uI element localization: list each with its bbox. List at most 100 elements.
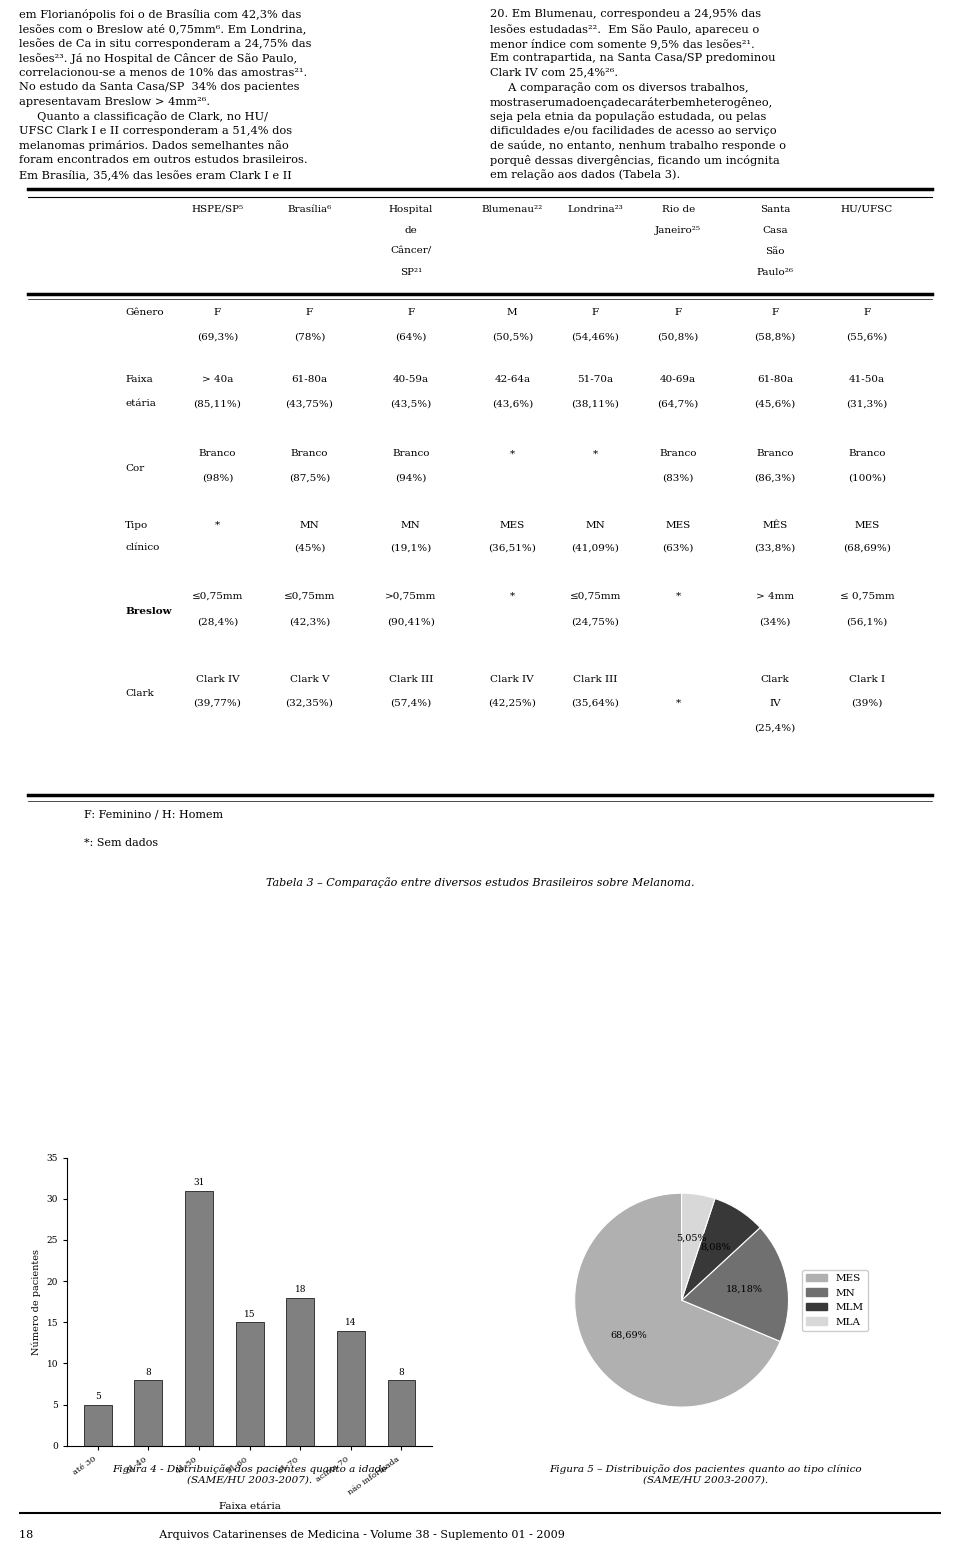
Text: >0,75mm: >0,75mm (385, 592, 437, 601)
Text: porquê dessas divergências, ficando um incógnita: porquê dessas divergências, ficando um i… (490, 154, 780, 165)
Text: Em contrapartida, na Santa Casa/SP predominou: Em contrapartida, na Santa Casa/SP predo… (490, 53, 775, 62)
Text: menor índice com somente 9,5% das lesões²¹.: menor índice com somente 9,5% das lesões… (490, 39, 755, 50)
Text: 40-69a: 40-69a (660, 375, 696, 383)
Text: (55,6%): (55,6%) (847, 333, 888, 341)
Text: 40-59a: 40-59a (393, 375, 429, 383)
Text: (68,69%): (68,69%) (843, 544, 891, 553)
Text: apresentavam Breslow > 4mm²⁶.: apresentavam Breslow > 4mm²⁶. (19, 97, 210, 106)
Text: Tabela 3 – Comparação entre diversos estudos Brasileiros sobre Melanoma.: Tabela 3 – Comparação entre diversos est… (266, 877, 694, 888)
Text: melanomas primários. Dados semelhantes não: melanomas primários. Dados semelhantes n… (19, 140, 289, 151)
Text: etária: etária (125, 399, 156, 408)
Text: Câncer/: Câncer/ (391, 246, 431, 256)
Text: (50,5%): (50,5%) (492, 333, 533, 341)
Wedge shape (682, 1198, 760, 1299)
Text: F: F (771, 308, 779, 318)
Text: (54,46%): (54,46%) (571, 333, 619, 341)
Text: Clark IV com 25,4%²⁶.: Clark IV com 25,4%²⁶. (490, 67, 617, 78)
Text: Branco: Branco (291, 449, 328, 458)
Text: MES: MES (499, 520, 525, 530)
Text: lesões estudadas²².  Em São Paulo, apareceu o: lesões estudadas²². Em São Paulo, aparec… (490, 23, 758, 34)
Text: (58,8%): (58,8%) (755, 333, 796, 341)
Text: Gênero: Gênero (125, 308, 164, 318)
Text: MES: MES (665, 520, 691, 530)
Text: 51-70a: 51-70a (577, 375, 613, 383)
Text: (33,8%): (33,8%) (755, 544, 796, 553)
Text: (69,3%): (69,3%) (197, 333, 238, 341)
Text: (43,75%): (43,75%) (285, 399, 333, 408)
Text: *: * (510, 449, 515, 458)
Text: (43,6%): (43,6%) (492, 399, 533, 408)
Text: lesões com o Breslow até 0,75mm⁶. Em Londrina,: lesões com o Breslow até 0,75mm⁶. Em Lon… (19, 23, 306, 34)
Text: 15: 15 (244, 1310, 255, 1320)
Text: (25,4%): (25,4%) (755, 723, 796, 732)
Text: UFSC Clark I e II corresponderam a 51,4% dos: UFSC Clark I e II corresponderam a 51,4%… (19, 126, 293, 136)
Text: 5,05%: 5,05% (676, 1234, 707, 1242)
Text: Clark IV: Clark IV (196, 675, 239, 684)
Text: Clark V: Clark V (290, 675, 329, 684)
Text: > 40a: > 40a (202, 375, 233, 383)
Text: Clark: Clark (125, 689, 154, 698)
Text: (41,09%): (41,09%) (571, 544, 619, 553)
Bar (337, 1331, 365, 1446)
Wedge shape (682, 1193, 715, 1299)
Text: Santa: Santa (759, 204, 790, 213)
Bar (388, 1380, 416, 1446)
Text: Brasília⁶: Brasília⁶ (287, 204, 331, 213)
Text: (45%): (45%) (294, 544, 325, 553)
Text: Paulo²⁶: Paulo²⁶ (756, 268, 793, 277)
Text: (86,3%): (86,3%) (755, 474, 796, 483)
Text: de saúde, no entanto, nenhum trabalho responde o: de saúde, no entanto, nenhum trabalho re… (490, 140, 785, 151)
Text: Casa: Casa (762, 226, 788, 235)
Text: F: F (863, 308, 871, 318)
Text: (38,11%): (38,11%) (571, 399, 619, 408)
Text: MÊS: MÊS (762, 520, 787, 530)
Text: (42,25%): (42,25%) (489, 700, 537, 707)
Text: HSPE/SP⁵: HSPE/SP⁵ (191, 204, 244, 213)
Text: (85,11%): (85,11%) (193, 399, 241, 408)
Text: SP²¹: SP²¹ (399, 268, 422, 277)
Text: Faixa: Faixa (125, 375, 153, 383)
Text: F: Feminino / H: Homem: F: Feminino / H: Homem (84, 809, 223, 820)
Text: (43,5%): (43,5%) (391, 399, 431, 408)
Text: Clark IV: Clark IV (491, 675, 534, 684)
Text: correlacionou-se a menos de 10% das amostras²¹.: correlacionou-se a menos de 10% das amos… (19, 67, 307, 78)
Bar (134, 1380, 162, 1446)
Text: (63%): (63%) (662, 544, 694, 553)
Text: (34%): (34%) (759, 619, 791, 626)
Text: *: * (676, 592, 681, 601)
Text: MN: MN (586, 520, 605, 530)
Wedge shape (575, 1193, 780, 1407)
Text: Tipo: Tipo (125, 520, 149, 530)
Text: em relação aos dados (Tabela 3).: em relação aos dados (Tabela 3). (490, 170, 680, 181)
Text: Londrina²³: Londrina²³ (567, 204, 623, 213)
Text: > 4mm: > 4mm (756, 592, 794, 601)
Text: F: F (306, 308, 313, 318)
Text: (42,3%): (42,3%) (289, 619, 330, 626)
Text: Hospital: Hospital (389, 204, 433, 213)
Text: 31: 31 (193, 1178, 204, 1187)
Text: lesões²³. Já no Hospital de Câncer de São Paulo,: lesões²³. Já no Hospital de Câncer de Sã… (19, 53, 298, 64)
Text: Branco: Branco (660, 449, 697, 458)
Text: F: F (407, 308, 415, 318)
Text: (28,4%): (28,4%) (197, 619, 238, 626)
Text: foram encontrados em outros estudos brasileiros.: foram encontrados em outros estudos bras… (19, 154, 308, 165)
Text: (83%): (83%) (662, 474, 694, 483)
Text: 20. Em Blumenau, correspondeu a 24,95% das: 20. Em Blumenau, correspondeu a 24,95% d… (490, 9, 760, 19)
Text: 61-80a: 61-80a (756, 375, 793, 383)
Text: Janeiro²⁵: Janeiro²⁵ (655, 226, 701, 235)
Text: Branco: Branco (756, 449, 794, 458)
Text: (24,75%): (24,75%) (571, 619, 619, 626)
Legend: MES, MN, MLM, MLA: MES, MN, MLM, MLA (803, 1270, 868, 1331)
Text: Branco: Branco (849, 449, 886, 458)
Text: ≤0,75mm: ≤0,75mm (192, 592, 243, 601)
Text: (87,5%): (87,5%) (289, 474, 330, 483)
Text: ≤0,75mm: ≤0,75mm (569, 592, 621, 601)
Text: 68,69%: 68,69% (611, 1331, 647, 1340)
Text: F: F (591, 308, 599, 318)
Text: (35,64%): (35,64%) (571, 700, 619, 707)
Text: (78%): (78%) (294, 333, 325, 341)
Text: Cor: Cor (125, 464, 144, 474)
Bar (185, 1190, 213, 1446)
Text: (94%): (94%) (396, 474, 426, 483)
Text: A comparação com os diversos trabalhos,: A comparação com os diversos trabalhos, (490, 83, 748, 93)
